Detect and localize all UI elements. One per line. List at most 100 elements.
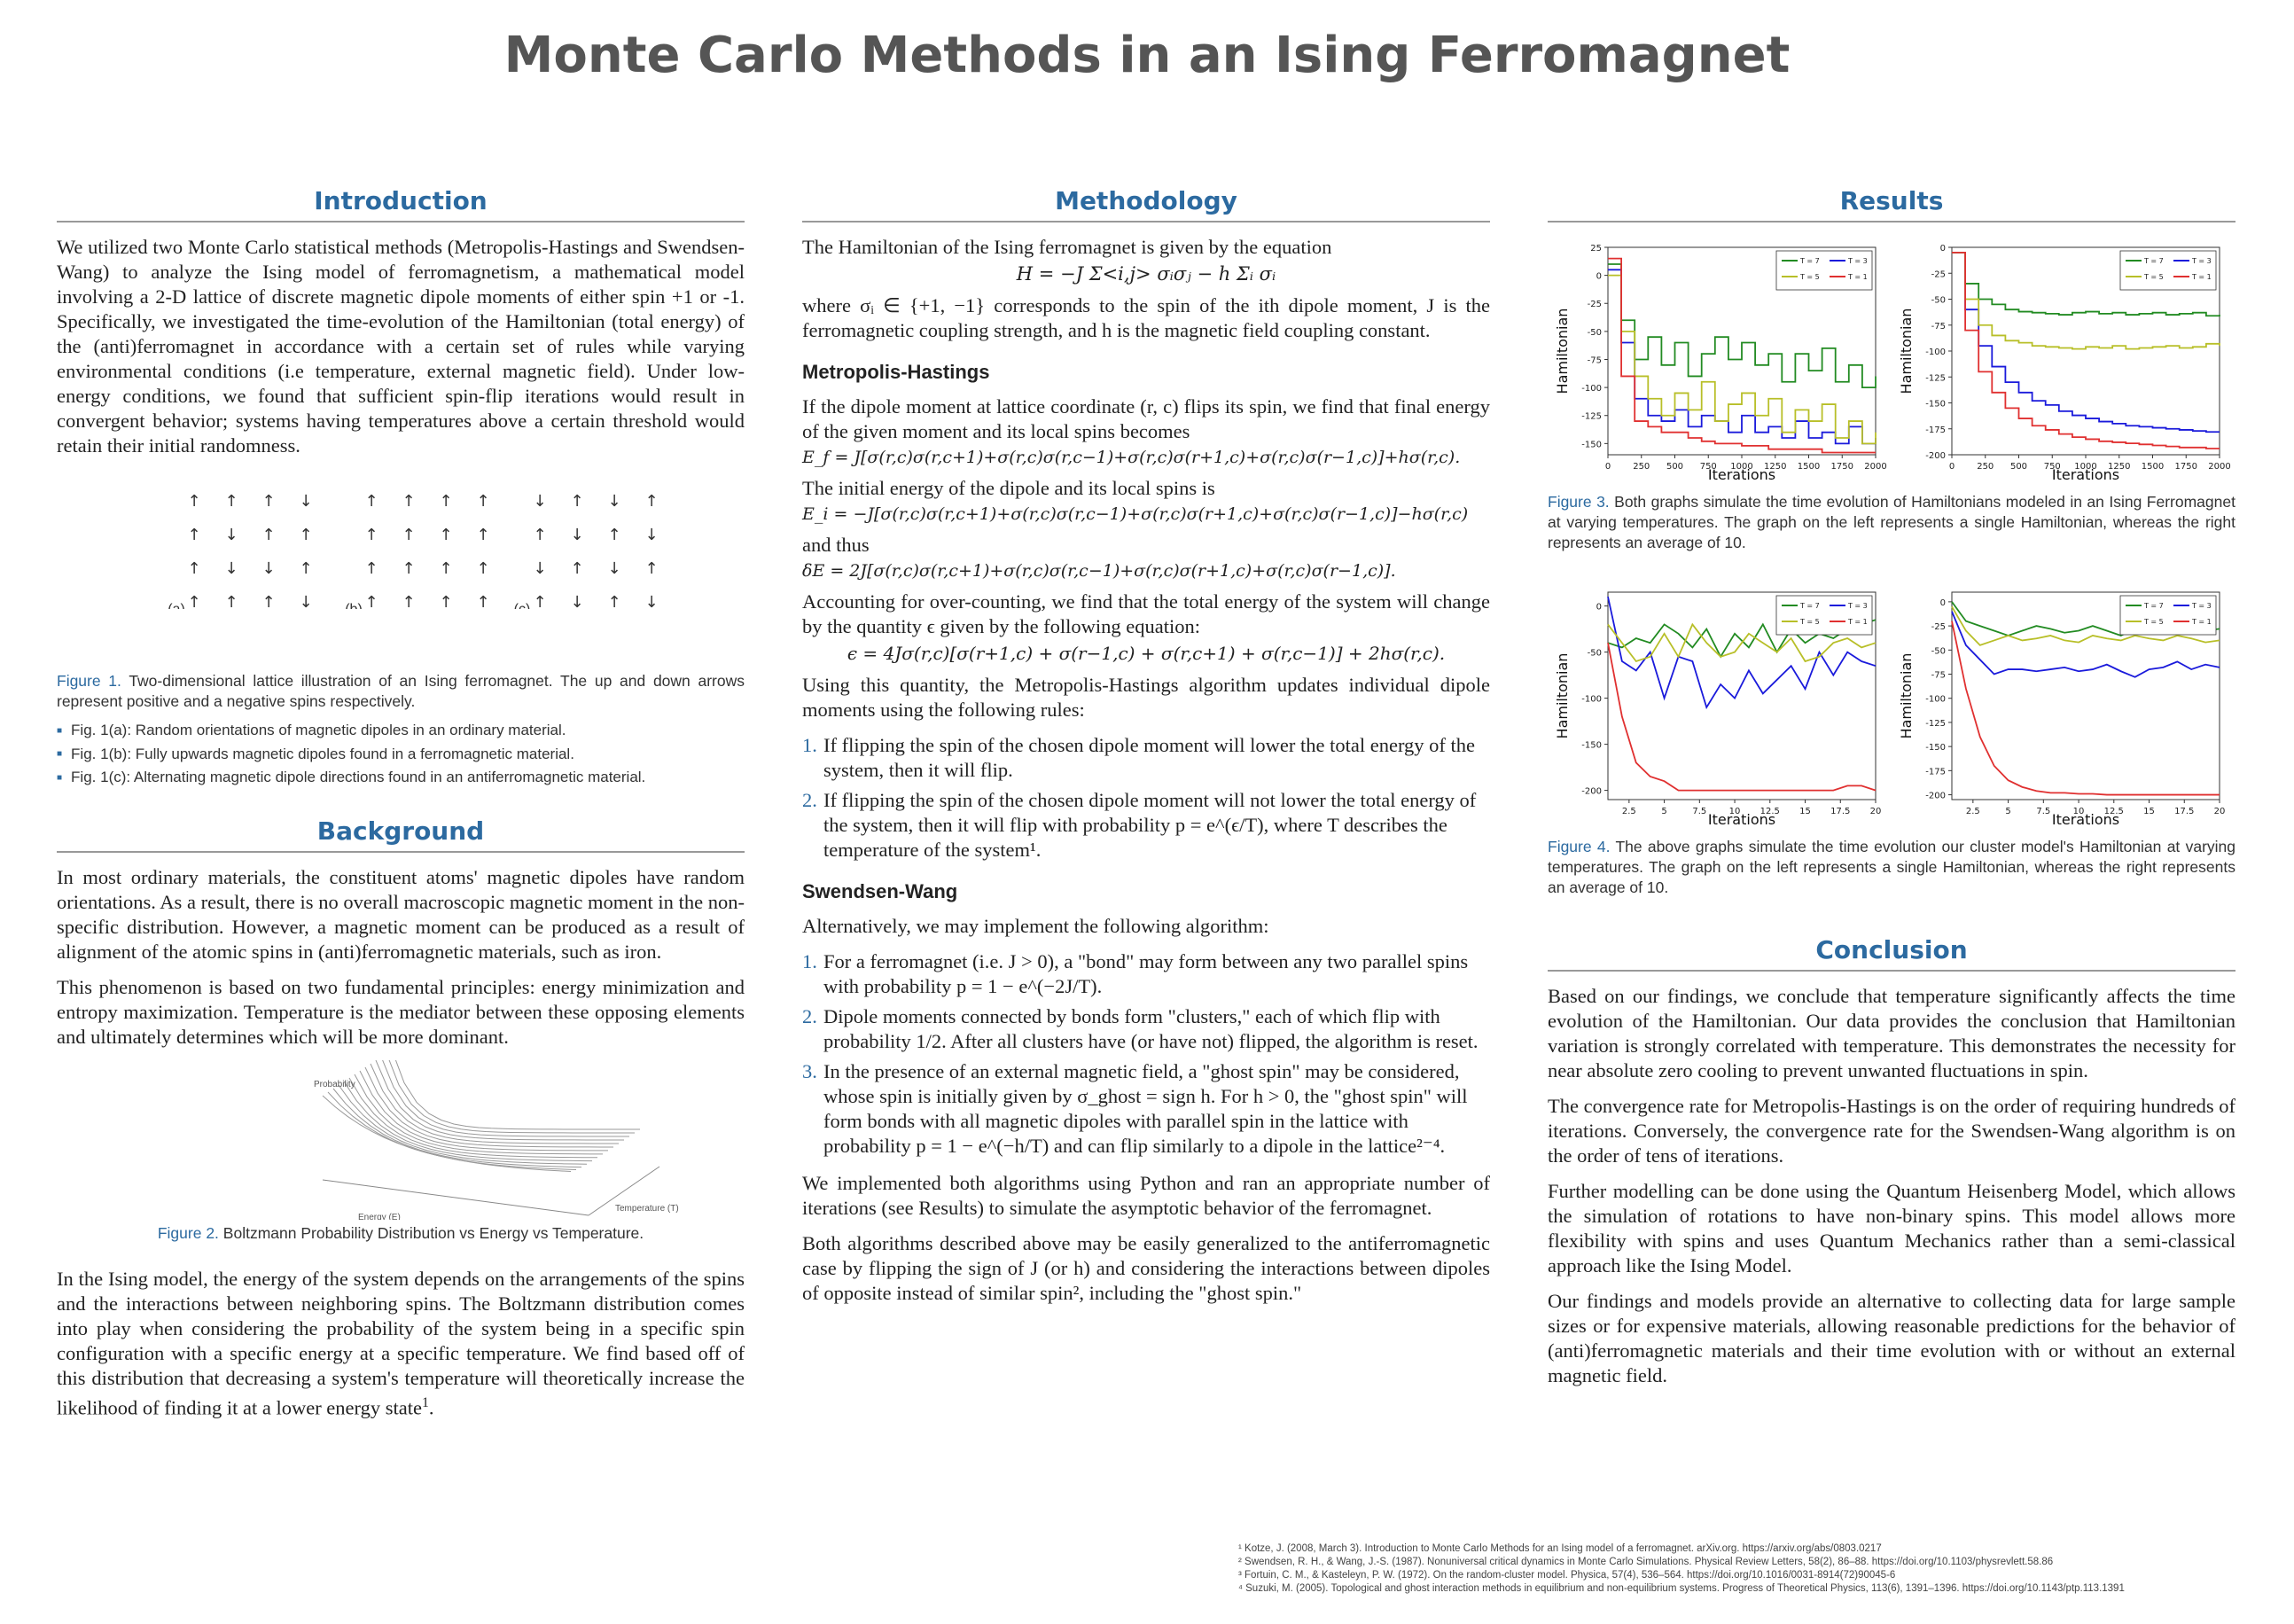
x-tick-label: 250: [1633, 462, 1650, 472]
x-tick-label: 1000: [1730, 462, 1752, 472]
x-tick-label: 10: [1729, 807, 1741, 816]
x-axis-label: Iterations: [2052, 811, 2119, 828]
y-tick-label: -200: [1925, 792, 1946, 801]
reference-item: ² Swendsen, R. H., & Wang, J.-S. (1987).…: [1238, 1557, 2054, 1567]
series-line: [1608, 274, 1877, 445]
lattice-label: (b): [345, 602, 363, 609]
x-tick-label: 2000: [2208, 462, 2230, 472]
spin-up-arrow: ↑: [570, 559, 583, 578]
series-line: [1607, 597, 1877, 710]
legend-label: T = 1: [1847, 618, 1868, 626]
list-item: 1. For a ferromagnet (i.e. J > 0), a "bon…: [802, 950, 1469, 997]
series-line: [1608, 263, 1877, 389]
y-tick-label: -125: [1925, 719, 1946, 729]
spin-down-arrow: ↓: [644, 593, 658, 609]
spin-up-arrow: ↑: [607, 593, 620, 609]
spin-up-arrow: ↑: [187, 593, 200, 609]
spin-up-arrow: ↑: [224, 492, 238, 511]
chart-fig4-right: 2.5 5 7.5 10 12.5 15 17.5 20 0 -25 -50 -75 -100 -125 -…: [1898, 591, 2225, 828]
y-tick-label: -125: [1581, 412, 1602, 422]
sw-rules-list: 1. For a ferromagnet (i.e. J > 0), a "bon…: [802, 949, 1490, 1159]
x-tick-label: 7.5: [1692, 807, 1706, 816]
surface-line: [332, 1088, 582, 1167]
reference-item: ³ Fortuin, C. M., & Kasteleyn, P. W. (19…: [1238, 1570, 1896, 1581]
y-tick-label: 0: [1596, 272, 1602, 282]
surface-line: [338, 1084, 588, 1165]
y-tick-label: -200: [1925, 451, 1946, 461]
y-tick-label: 25: [1590, 244, 1602, 254]
legend-box: [2119, 250, 2217, 291]
spin-up-arrow: ↑: [402, 593, 415, 609]
y-tick-label: -150: [1581, 741, 1602, 751]
mh-rules-list: 1. If flipping the spin of the chosen dip…: [802, 733, 1490, 863]
legend-box: [2119, 595, 2217, 636]
y-tick-label: -125: [1925, 373, 1946, 383]
spin-up-arrow: ↑: [402, 526, 415, 544]
spin-down-arrow: ↓: [607, 492, 620, 511]
mh-paragraph-4: Accounting for over-counting, we find th…: [802, 590, 1490, 637]
x-axis-label: Iterations: [2052, 466, 2119, 483]
spin-down-arrow: ↓: [224, 526, 238, 544]
metropolis-hastings-heading: Metropolis-Hastings: [802, 361, 990, 383]
figure-2-surface: Probability Energy (E) Temperature (T): [57, 1049, 745, 1222]
x-tick-label: 1500: [1798, 462, 1820, 472]
equation-hamiltonian: H = −J Σ<i,j> σᵢσⱼ − h Σᵢ σᵢ: [1016, 263, 1276, 285]
x-tick-label: 10: [2073, 807, 2085, 816]
equation-initial-energy: E_i = −J[σ(r,c)σ(r,c+1)+σ(r,c)σ(r,c−1)+σ…: [802, 504, 1469, 524]
spin-up-arrow: ↑: [644, 559, 658, 578]
surface-line: [391, 1049, 641, 1130]
spin-up-arrow: ↑: [364, 559, 378, 578]
x-tick-label: 5: [2005, 807, 2010, 816]
x-tick-label: 7.5: [2036, 807, 2050, 816]
x-tick-label: 20: [1870, 807, 1882, 816]
figure-3-caption: Figure 3. Both graphs simulate the time …: [1548, 493, 2235, 551]
x-tick-label: 1750: [2175, 462, 2197, 472]
y-axis-label: Hamiltonian: [1554, 308, 1571, 394]
legend-box: [1775, 595, 1873, 636]
background-paragraph-1: In most ordinary materials, the constitu…: [57, 865, 745, 963]
axis-label: Temperature (T): [615, 1204, 679, 1214]
y-tick-label: -75: [1931, 671, 1946, 681]
x-axis-label: Iterations: [1708, 466, 1775, 483]
surface-wireframe: [322, 1049, 641, 1172]
x-tick-label: 12.5: [1760, 807, 1780, 816]
conclusion-heading: Conclusion: [1548, 935, 2235, 972]
methodology-heading: Methodology: [802, 186, 1490, 223]
x-tick-label: 1750: [1831, 462, 1853, 472]
axis-label: Probability: [314, 1080, 355, 1089]
spin-up-arrow: ↑: [187, 492, 200, 511]
column-right: Results 0 250 500 750 1000 1250 1500 1750 2000 25…: [1548, 186, 2235, 1399]
spin-up-arrow: ↑: [439, 593, 452, 609]
equation-epsilon: ϵ = 4Jσ(r,c)[σ(r+1,c) + σ(r−1,c) + σ(r,c…: [847, 643, 1446, 664]
spin-up-arrow: ↑: [533, 526, 546, 544]
spin-up-arrow: ↑: [261, 492, 275, 511]
spin-down-arrow: ↓: [644, 526, 658, 544]
sw-paragraph-2: We implemented both algorithms using Pyt…: [802, 1172, 1490, 1219]
spin-down-arrow: ↓: [570, 593, 583, 609]
y-axis-label: Hamiltonian: [1554, 653, 1571, 739]
spin-down-arrow: ↓: [533, 492, 546, 511]
y-tick-label: -25: [1931, 622, 1946, 632]
legend-label: T = 5: [1799, 273, 1820, 281]
x-tick-label: 1500: [2142, 462, 2164, 472]
column-middle: Methodology The Hamiltonian of the Ising…: [802, 186, 1490, 1316]
figure-3-charts: 0 250 500 750 1000 1250 1500 1750 2000 25 0 -25 -50-…: [1548, 235, 2235, 492]
spin-up-arrow: ↑: [299, 526, 312, 544]
chart-fig3-left: 0 250 500 750 1000 1250 1500 1750 2000250-25-50-…: [1554, 244, 1887, 483]
lattice-label: (c): [514, 602, 531, 609]
y-tick-label: -150: [1581, 440, 1602, 449]
spin-down-arrow: ↓: [533, 559, 546, 578]
chart-fig4-left: 2.5 5 7.5 10 12.5 15 17.5 20 0 -50 -100 -150 -200 Ite…: [1554, 591, 1882, 828]
list-item: 3. In the presence of an external magneti…: [802, 1060, 1468, 1157]
surface-line: [327, 1091, 577, 1170]
sw-paragraph-1: Alternatively, we may implement the foll…: [802, 915, 1269, 937]
chart-fig3-right: 0 250 500 750 1000 1250 1500 1750 2000 0 -25 -50 -75…: [1898, 244, 2231, 483]
equation-final-energy: E_f = J[σ(r,c)σ(r,c+1)+σ(r,c)σ(r,c−1)+σ(…: [802, 448, 1461, 467]
y-tick-label: -100: [1925, 695, 1946, 705]
x-tick-label: 1250: [1764, 462, 1786, 472]
axis-line: [588, 1166, 660, 1215]
series-line: [1952, 251, 2220, 317]
x-tick-label: 17.5: [1830, 807, 1850, 816]
surface-line: [348, 1077, 598, 1158]
spin-down-arrow: ↓: [224, 559, 238, 578]
